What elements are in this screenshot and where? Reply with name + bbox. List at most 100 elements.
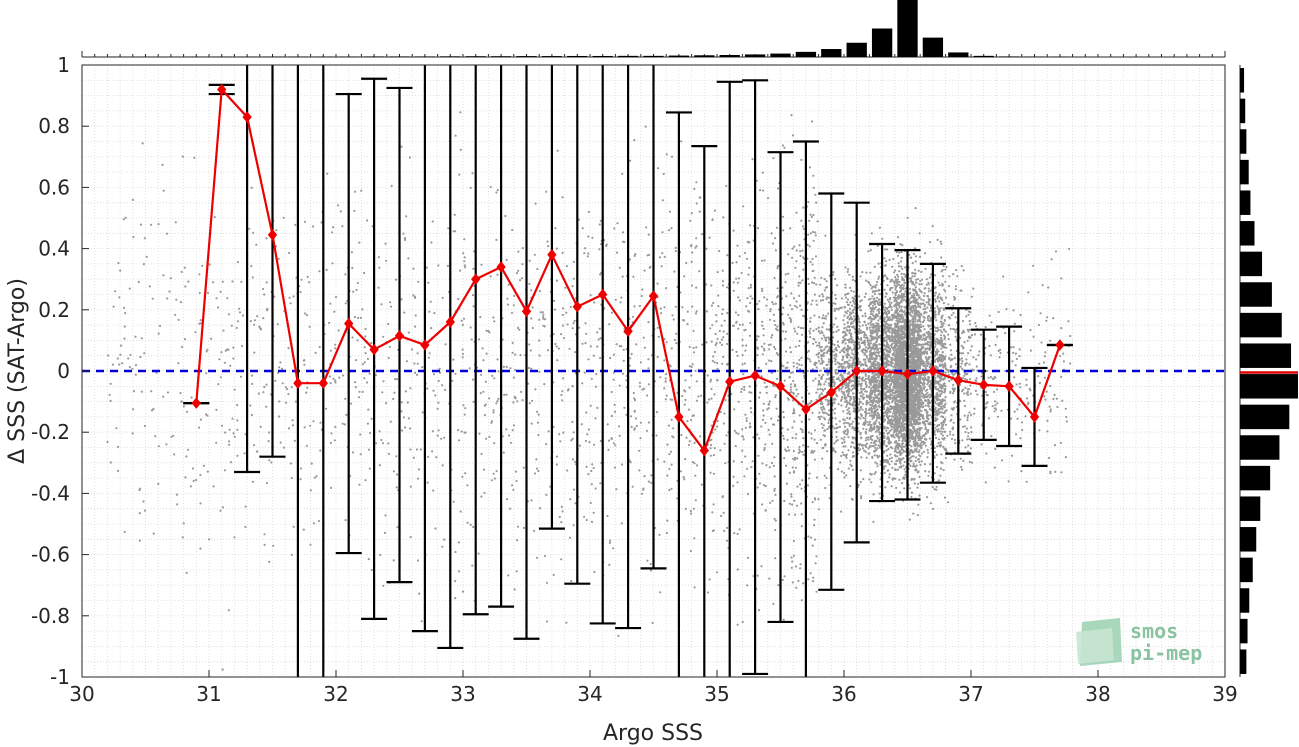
scatter-point — [883, 450, 886, 453]
scatter-point — [756, 433, 759, 436]
scatter-point — [845, 474, 848, 477]
scatter-point — [870, 429, 873, 432]
scatter-point — [861, 378, 864, 381]
scatter-point — [782, 618, 785, 621]
scatter-point — [822, 295, 825, 298]
scatter-point — [825, 476, 828, 480]
scatter-point — [716, 419, 719, 423]
scatter-point — [873, 324, 876, 327]
scatter-point — [892, 407, 895, 410]
scatter-point — [783, 379, 786, 382]
scatter-point — [233, 435, 236, 438]
scatter-point — [555, 345, 558, 348]
scatter-point — [638, 304, 641, 308]
scatter-point — [496, 400, 499, 403]
scatter-point — [723, 529, 726, 533]
scatter-point — [434, 527, 437, 530]
scatter-point — [482, 359, 485, 362]
scatter-point — [244, 525, 247, 529]
scatter-point — [712, 529, 716, 532]
scatter-point — [742, 373, 745, 376]
scatter-point — [860, 437, 863, 440]
scatter-point — [364, 352, 367, 355]
scatter-point — [332, 226, 335, 229]
scatter-point — [282, 446, 285, 449]
scatter-point — [853, 355, 856, 359]
scatter-point — [813, 282, 816, 285]
scatter-point — [800, 513, 803, 516]
scatter-point — [821, 426, 824, 429]
scatter-point — [381, 442, 385, 445]
scatter-point — [848, 424, 851, 428]
scatter-point — [867, 250, 870, 253]
scatter-point — [337, 329, 340, 332]
scatter-point — [268, 431, 271, 434]
scatter-point — [762, 347, 766, 350]
scatter-point — [574, 460, 577, 463]
scatter-point — [306, 275, 309, 278]
scatter-point — [395, 455, 398, 458]
scatter-point — [709, 454, 712, 457]
scatter-point — [656, 167, 660, 170]
scatter-point — [131, 432, 134, 435]
scatter-point — [746, 492, 750, 496]
scatter-point — [888, 401, 891, 405]
scatter-point — [369, 431, 372, 435]
scatter-point — [493, 442, 496, 445]
scatter-point — [783, 575, 786, 578]
scatter-point — [657, 335, 660, 338]
scatter-point — [843, 327, 846, 330]
scatter-point — [811, 299, 814, 302]
scatter-point — [789, 318, 793, 321]
scatter-point — [432, 489, 435, 492]
scatter-point — [516, 400, 519, 403]
scatter-point — [471, 172, 474, 175]
scatter-point — [834, 317, 837, 320]
scatter-point — [842, 319, 845, 322]
scatter-point — [674, 305, 677, 308]
scatter-point — [199, 418, 202, 421]
scatter-point — [599, 356, 602, 360]
scatter-point — [840, 437, 843, 440]
scatter-point — [749, 425, 752, 428]
scatter-point — [877, 425, 880, 428]
scatter-point — [815, 303, 818, 306]
scatter-point — [565, 311, 568, 314]
scatter-point — [794, 266, 797, 269]
scatter-point — [400, 145, 403, 148]
scatter-point — [300, 467, 303, 470]
scatter-point — [367, 408, 370, 411]
scatter-point — [384, 514, 387, 517]
scatter-point — [847, 303, 850, 307]
scatter-point — [547, 245, 550, 248]
scatter-point — [585, 465, 588, 468]
scatter-point — [721, 312, 724, 315]
scatter-point — [179, 301, 183, 304]
scatter-point — [236, 428, 239, 431]
scatter-point — [874, 446, 877, 450]
scatter-point — [825, 286, 829, 289]
scatter-point — [815, 555, 818, 558]
scatter-point — [404, 390, 407, 393]
scatter-point — [587, 210, 591, 213]
scatter-point — [668, 488, 671, 492]
scatter-point — [361, 308, 364, 311]
scatter-point — [716, 571, 719, 574]
scatter-point — [434, 394, 437, 397]
scatter-point — [843, 419, 846, 422]
scatter-point — [615, 488, 618, 491]
scatter-point — [581, 342, 584, 345]
scatter-point — [344, 519, 347, 522]
scatter-point — [822, 446, 825, 449]
scatter-point — [774, 557, 777, 560]
scatter-point — [863, 331, 866, 334]
scatter-point — [436, 407, 439, 410]
scatter-point — [440, 437, 443, 440]
scatter-point — [472, 400, 475, 403]
scatter-point — [572, 277, 575, 280]
scatter-point — [757, 308, 760, 311]
scatter-point — [759, 189, 762, 192]
scatter-point — [661, 252, 664, 255]
scatter-point — [241, 314, 245, 317]
